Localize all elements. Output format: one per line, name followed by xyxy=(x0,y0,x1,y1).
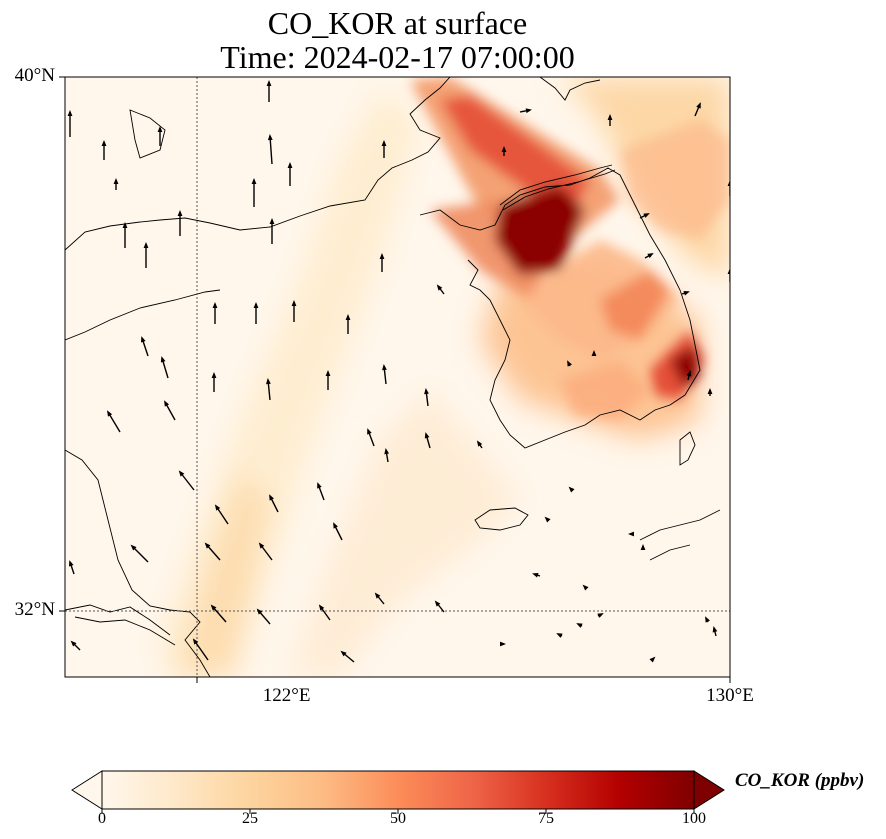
lat-tick-label: 40°N xyxy=(14,65,55,86)
wind-arrow xyxy=(269,135,273,165)
colorbar-extend-low xyxy=(71,770,103,810)
map-title: CO_KOR at surface Time: 2024-02-17 07:00… xyxy=(0,6,795,74)
colorbar-gradient xyxy=(102,771,694,809)
map-frame xyxy=(64,76,731,678)
lon-tick-label: 130°E xyxy=(706,685,754,706)
colorbar-tick-label: 50 xyxy=(390,810,406,827)
lon-tick-label: 122°E xyxy=(262,685,311,706)
colorbar xyxy=(71,770,725,814)
lat-tick-label: 32°N xyxy=(14,599,55,620)
colorbar-label: CO_KOR (ppbv) xyxy=(735,770,865,791)
colorbar-tick-label: 0 xyxy=(98,810,106,827)
colorbar-tick-label: 75 xyxy=(538,810,554,827)
wind-vectors xyxy=(67,80,730,663)
wind-arrow xyxy=(193,639,209,661)
axis-ticks xyxy=(59,76,731,683)
colorbar-extend-high xyxy=(693,770,725,810)
colorbar-tick-label: 100 xyxy=(682,810,706,827)
colorbar-tick-label: 25 xyxy=(242,810,258,827)
concentration-field xyxy=(65,77,730,677)
coastlines xyxy=(65,77,721,677)
title-line-1: CO_KOR at surface xyxy=(267,5,528,41)
title-line-2: Time: 2024-02-17 07:00:00 xyxy=(220,39,575,75)
gridlines xyxy=(65,77,730,677)
